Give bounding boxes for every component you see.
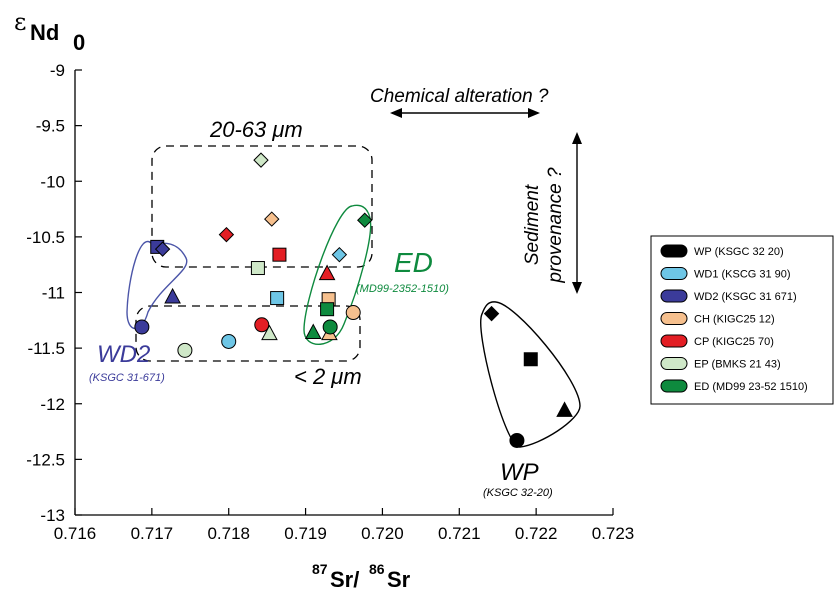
legend-label: CH (KIGC25 12): [694, 314, 775, 326]
fine-fraction-label: < 2 μm: [294, 364, 362, 389]
point-ed-triangle: [304, 323, 322, 340]
legend-label: ED (MD99 23-52 1510): [694, 381, 808, 393]
x-axis-title-prefix2: 86: [369, 561, 385, 577]
point-cp-diamond: [218, 226, 235, 243]
x-tick-label: 0.719: [284, 524, 327, 543]
y-axis-title-main: Nd: [30, 20, 59, 45]
legend-label: WP (KSGC 32 20): [694, 246, 784, 258]
sediment-label: Sediment: [522, 184, 543, 265]
coarse-fraction-label: 20-63 μm: [209, 117, 303, 142]
legend-swatch: [660, 312, 688, 325]
x-tick-label: 0.721: [438, 524, 481, 543]
point-wd1-diamond: [331, 246, 348, 263]
y-tick-label: -10.5: [26, 228, 65, 247]
point-ed-square: [320, 302, 335, 317]
legend-swatch: [660, 334, 688, 348]
point-ep-diamond: [253, 152, 269, 168]
legend-swatch: [660, 244, 688, 258]
wp-group-label: WP: [500, 459, 539, 486]
x-tick-label: 0.716: [54, 524, 97, 543]
point-ch-diamond: [264, 211, 280, 227]
point-wp-triangle: [556, 401, 573, 417]
point-wp-diamond: [483, 305, 500, 322]
legend-swatch: [660, 379, 688, 393]
point-cp-triangle: [318, 264, 336, 281]
wp-group-sublabel: (KSGC 32-20): [483, 487, 553, 499]
y-tick-label: -9.5: [36, 117, 65, 136]
ed-group-label: ED: [394, 247, 433, 278]
wd2-envelope: [126, 240, 188, 330]
y-tick-label: -13: [40, 506, 65, 525]
chemical-alteration-label: Chemical alteration ?: [370, 86, 549, 107]
y-tick-label: -9: [50, 61, 65, 80]
legend-label: EP (BMKS 21 43): [694, 359, 781, 371]
axes: [74, 69, 614, 516]
legend-swatch: [660, 357, 688, 370]
x-axis-title-prefix: 87: [312, 561, 328, 577]
point-wd2-circle: [134, 319, 150, 335]
point-ep-triangle: [261, 324, 278, 341]
x-tick-label: 0.723: [592, 524, 635, 543]
point-ch-circle: [345, 305, 361, 321]
wd2-group-label: WD2: [97, 341, 150, 368]
x-axis-title-main2: Sr: [387, 567, 411, 592]
y-axis-title-epsilon: ε: [14, 8, 26, 36]
point-ed-circle: [322, 319, 338, 335]
x-tick-label: 0.718: [207, 524, 250, 543]
y-axis-title-sub: 0: [73, 30, 85, 55]
x-tick-label: 0.722: [515, 524, 558, 543]
legend-label: WD2 (KSGC 31 671): [694, 291, 797, 303]
fine-fraction-box: [135, 305, 361, 362]
point-wd1-square: [270, 291, 285, 306]
y-tick-label: -12: [40, 395, 65, 414]
legend: WP (KSGC 32 20) WD1 (KSCG 31 90) WD2 (KSGC…: [650, 235, 834, 405]
point-wp-circle: [509, 432, 525, 448]
provenance-label: provenance ?: [545, 167, 566, 284]
point-cp-circle: [254, 317, 270, 333]
y-axis-title: ε Nd 0: [14, 8, 85, 55]
point-wp-square: [523, 352, 538, 367]
point-ep-circle: [177, 342, 193, 358]
data-points: [134, 152, 573, 448]
point-ed-diamond: [357, 212, 373, 228]
x-axis-title-main: Sr/: [330, 567, 359, 592]
y-tick-label: -11: [42, 284, 65, 303]
ed-group-sublabel: (MD99-2352-1510): [356, 283, 449, 295]
sediment-provenance-arrow: [572, 132, 582, 294]
y-tick-label: -12.5: [26, 450, 65, 469]
x-tick-label: 0.717: [131, 524, 174, 543]
wp-envelope: [480, 301, 581, 448]
ed-envelope: [303, 204, 372, 345]
legend-swatch: [660, 289, 688, 303]
chemical-alteration-arrow: [390, 108, 540, 118]
point-wd2-diamond: [154, 241, 171, 257]
point-cp-square: [272, 247, 287, 262]
legend-label: WD1 (KSCG 31 90): [694, 269, 791, 281]
tick-labels: 0.716 0.717 0.718 0.719 0.720 0.721 0.722 0.723…: [26, 61, 634, 543]
point-ep-square: [250, 261, 265, 276]
wd2-group-sublabel: (KSGC 31-671): [89, 372, 165, 384]
x-tick-label: 0.720: [361, 524, 404, 543]
point-wd2-triangle: [164, 287, 181, 304]
y-tick-label: -10: [40, 172, 65, 191]
x-axis-title: 87 Sr/ 86 Sr: [312, 561, 411, 592]
point-wd1-circle: [221, 333, 237, 349]
legend-label: CP (KIGC25 70): [694, 336, 774, 348]
y-tick-label: -11.5: [28, 339, 66, 358]
legend-swatch: [660, 267, 688, 280]
